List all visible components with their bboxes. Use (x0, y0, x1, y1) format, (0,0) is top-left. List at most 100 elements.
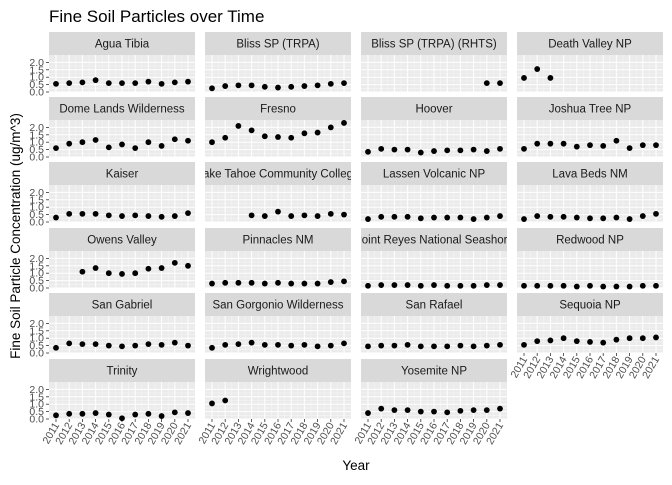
data-point (301, 130, 308, 137)
data-point (534, 282, 541, 289)
facet-panel: Joshua Tree NP (517, 97, 663, 158)
data-point (301, 341, 308, 348)
data-point (209, 85, 215, 92)
facet-strip-label: Joshua Tree NP (549, 104, 632, 116)
data-point (171, 79, 178, 86)
data-point (288, 280, 295, 287)
data-point (483, 407, 490, 414)
data-point (171, 213, 178, 219)
facet-strip-label: Lake Tahoe Community College (197, 169, 360, 181)
data-point (587, 339, 593, 345)
facet-panel: Yosemite NP20112012201320142015201620172… (352, 359, 507, 447)
data-point (587, 142, 593, 149)
data-point (613, 283, 620, 290)
data-point (275, 208, 281, 215)
data-point (417, 408, 424, 415)
data-point (560, 213, 567, 220)
data-point (158, 265, 165, 271)
data-point (275, 84, 281, 91)
facet-panel: Redwood NP (517, 228, 663, 290)
data-point (470, 216, 477, 222)
data-point (288, 342, 295, 349)
data-point (66, 140, 73, 147)
data-point (341, 120, 347, 126)
data-point (534, 338, 541, 345)
y-tick-label: 0.0 (29, 87, 44, 99)
data-point (288, 213, 295, 219)
data-point (639, 282, 646, 289)
data-point (497, 282, 503, 288)
data-point (79, 210, 86, 217)
data-point (105, 80, 112, 87)
y-tick-label: 1.5 (29, 260, 44, 272)
data-point (158, 341, 165, 348)
facet-strip (361, 97, 507, 120)
data-point (457, 282, 464, 289)
data-point (185, 78, 191, 85)
data-point (573, 143, 580, 150)
data-point (600, 215, 607, 222)
data-point (560, 140, 567, 147)
data-point (470, 407, 477, 414)
facet-strip-label: San Gabriel (92, 300, 153, 312)
data-point (248, 339, 255, 346)
facet-strip-label: Yosemite NP (401, 366, 467, 378)
data-point (53, 344, 59, 351)
y-tick-label: 2.0 (29, 57, 44, 69)
data-point (53, 80, 59, 87)
data-point (431, 148, 437, 154)
facet-strip (49, 359, 195, 382)
facet-strip-label: Agua Tibia (95, 39, 150, 51)
data-point (145, 213, 152, 219)
facet-strip (361, 359, 507, 382)
data-point (53, 145, 59, 152)
data-point (639, 142, 646, 149)
data-point (521, 145, 527, 152)
y-tick-label: 1.5 (29, 325, 44, 337)
facet-strip (517, 162, 663, 185)
y-tick-label: 0.5 (29, 406, 44, 418)
facet-panel: Sequoia NP201120122013201420152016201720… (508, 293, 663, 381)
facet-strip (517, 228, 663, 251)
data-point (158, 213, 165, 220)
data-point (119, 271, 125, 277)
facet-strip (361, 162, 507, 185)
facet-strip (517, 97, 663, 120)
y-tick-label: 0.0 (29, 283, 44, 295)
data-point (534, 140, 541, 147)
data-point (314, 343, 321, 350)
data-point (613, 137, 620, 144)
facet-strip (49, 32, 195, 55)
data-point (132, 80, 139, 87)
data-point (105, 342, 112, 349)
data-point (235, 82, 242, 89)
facet-strip (205, 228, 351, 251)
y-axis-label: Fine Soil Particle Concentration (ug/m^3… (8, 113, 23, 359)
data-point (457, 214, 464, 221)
facet-panel: Dome Lands Wilderness 0.00.51.01.52.0 (29, 97, 195, 164)
data-point (66, 80, 73, 87)
facet-strip (361, 228, 507, 251)
y-tick-label: 1.5 (29, 129, 44, 141)
facet-strip-label: Hoover (415, 104, 452, 116)
facet-strip (205, 97, 351, 120)
facet-strip (49, 162, 195, 185)
facet-strip-label: Pinnacles NM (243, 235, 314, 247)
data-point (444, 409, 451, 416)
data-point (171, 339, 178, 346)
facet-panel: Death Valley NP (517, 32, 663, 93)
data-point (145, 78, 152, 85)
data-point (235, 341, 242, 348)
data-point (431, 214, 437, 221)
data-point (119, 415, 125, 422)
data-point (404, 213, 411, 220)
data-point (587, 282, 593, 289)
y-tick-label: 2.0 (29, 253, 44, 265)
data-point (261, 213, 268, 219)
facet-strip (517, 293, 663, 316)
data-point (341, 80, 347, 87)
data-point (158, 413, 165, 419)
data-point (653, 334, 659, 341)
y-tick-label: 1.0 (29, 72, 44, 84)
data-point (248, 212, 255, 219)
